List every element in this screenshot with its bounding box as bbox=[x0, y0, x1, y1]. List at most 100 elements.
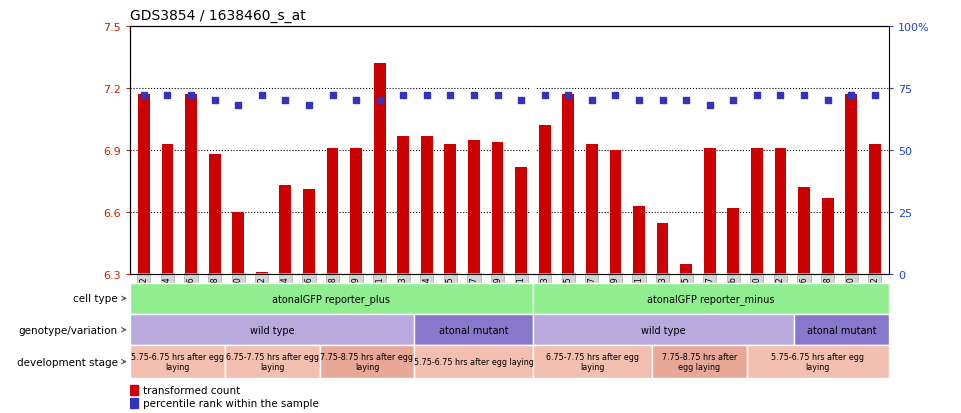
Text: GSM537555: GSM537555 bbox=[681, 275, 691, 324]
Text: GSM537564: GSM537564 bbox=[422, 275, 431, 324]
Text: cell type: cell type bbox=[73, 294, 126, 304]
Point bbox=[136, 93, 152, 100]
Bar bbox=[445, 145, 456, 275]
Point bbox=[278, 98, 293, 104]
Bar bbox=[799, 188, 810, 275]
Text: GSM537566: GSM537566 bbox=[800, 275, 808, 324]
Point bbox=[349, 98, 364, 104]
Bar bbox=[775, 149, 786, 275]
Bar bbox=[533, 346, 652, 378]
Text: 5.75-6.75 hrs after egg
laying: 5.75-6.75 hrs after egg laying bbox=[772, 352, 864, 371]
Bar bbox=[822, 198, 833, 275]
Bar bbox=[374, 64, 385, 275]
Text: GSM537552: GSM537552 bbox=[258, 275, 266, 324]
Point bbox=[372, 98, 387, 104]
Bar bbox=[130, 385, 138, 395]
Bar bbox=[515, 167, 527, 275]
Bar bbox=[747, 346, 889, 378]
Point bbox=[301, 103, 316, 109]
Text: GSM537560: GSM537560 bbox=[752, 275, 761, 324]
Text: 6.75-7.75 hrs after egg
laying: 6.75-7.75 hrs after egg laying bbox=[546, 352, 639, 371]
Bar bbox=[586, 145, 598, 275]
Text: GSM537559: GSM537559 bbox=[352, 275, 360, 324]
Bar bbox=[233, 213, 244, 275]
Point bbox=[396, 93, 411, 100]
Text: GSM537569: GSM537569 bbox=[493, 275, 502, 324]
Bar bbox=[703, 149, 716, 275]
Text: GSM537553: GSM537553 bbox=[658, 275, 667, 324]
Text: GDS3854 / 1638460_s_at: GDS3854 / 1638460_s_at bbox=[130, 9, 306, 23]
Bar bbox=[130, 398, 138, 408]
Text: GSM537546: GSM537546 bbox=[186, 275, 195, 324]
Bar bbox=[794, 314, 889, 346]
Point bbox=[678, 98, 694, 104]
Bar bbox=[468, 140, 480, 275]
Text: 5.75-6.75 hrs after egg
laying: 5.75-6.75 hrs after egg laying bbox=[131, 352, 224, 371]
Point bbox=[867, 93, 882, 100]
Point bbox=[443, 93, 458, 100]
Point bbox=[702, 103, 718, 109]
Text: atonal mutant: atonal mutant bbox=[806, 325, 876, 335]
Text: wild type: wild type bbox=[250, 325, 294, 335]
Point bbox=[254, 93, 269, 100]
Text: GSM537544: GSM537544 bbox=[163, 275, 172, 324]
Bar bbox=[209, 155, 220, 275]
Point bbox=[773, 93, 788, 100]
Bar bbox=[680, 264, 692, 275]
Bar bbox=[130, 283, 533, 314]
Bar bbox=[130, 346, 225, 378]
Text: atonalGFP reporter_minus: atonalGFP reporter_minus bbox=[648, 293, 775, 304]
Text: GSM537554: GSM537554 bbox=[281, 275, 290, 324]
Text: GSM537542: GSM537542 bbox=[139, 275, 148, 324]
Point bbox=[231, 103, 246, 109]
Bar bbox=[633, 206, 645, 275]
Text: GSM537562: GSM537562 bbox=[776, 275, 785, 324]
Bar bbox=[751, 149, 763, 275]
Bar bbox=[350, 149, 362, 275]
Bar bbox=[652, 346, 747, 378]
Bar bbox=[327, 149, 338, 275]
Text: genotype/variation: genotype/variation bbox=[19, 325, 126, 335]
Bar bbox=[225, 346, 320, 378]
Text: 6.75-7.75 hrs after egg
laying: 6.75-7.75 hrs after egg laying bbox=[226, 352, 319, 371]
Bar bbox=[303, 190, 315, 275]
Text: GSM537568: GSM537568 bbox=[824, 275, 832, 324]
Bar bbox=[656, 223, 669, 275]
Point bbox=[537, 93, 553, 100]
Point bbox=[513, 98, 529, 104]
Point bbox=[631, 98, 647, 104]
Bar bbox=[138, 95, 150, 275]
Text: atonal mutant: atonal mutant bbox=[439, 325, 508, 335]
Text: GSM537567: GSM537567 bbox=[470, 275, 479, 324]
Text: GSM537571: GSM537571 bbox=[517, 275, 526, 324]
Point bbox=[184, 93, 199, 100]
Point bbox=[160, 93, 175, 100]
Bar bbox=[533, 283, 889, 314]
Bar bbox=[414, 314, 533, 346]
Point bbox=[560, 93, 576, 100]
Text: atonalGFP reporter_plus: atonalGFP reporter_plus bbox=[272, 293, 390, 304]
Bar bbox=[256, 273, 268, 275]
Bar bbox=[320, 346, 414, 378]
Point bbox=[325, 93, 340, 100]
Point bbox=[584, 98, 600, 104]
Point bbox=[844, 93, 859, 100]
Bar bbox=[533, 314, 794, 346]
Text: GSM537551: GSM537551 bbox=[634, 275, 644, 324]
Bar bbox=[421, 136, 432, 275]
Text: GSM537545: GSM537545 bbox=[564, 275, 573, 324]
Text: GSM537565: GSM537565 bbox=[446, 275, 455, 324]
Text: GSM537548: GSM537548 bbox=[210, 275, 219, 324]
Text: GSM537550: GSM537550 bbox=[234, 275, 243, 324]
Bar bbox=[539, 126, 551, 275]
Point bbox=[490, 93, 505, 100]
Text: GSM537558b: GSM537558b bbox=[728, 275, 738, 329]
Point bbox=[654, 98, 670, 104]
Text: wild type: wild type bbox=[641, 325, 686, 335]
Text: 7.75-8.75 hrs after
egg laying: 7.75-8.75 hrs after egg laying bbox=[661, 352, 737, 371]
Text: percentile rank within the sample: percentile rank within the sample bbox=[143, 398, 319, 408]
Point bbox=[207, 98, 222, 104]
Bar bbox=[130, 314, 414, 346]
Point bbox=[419, 93, 434, 100]
Bar bbox=[727, 209, 739, 275]
